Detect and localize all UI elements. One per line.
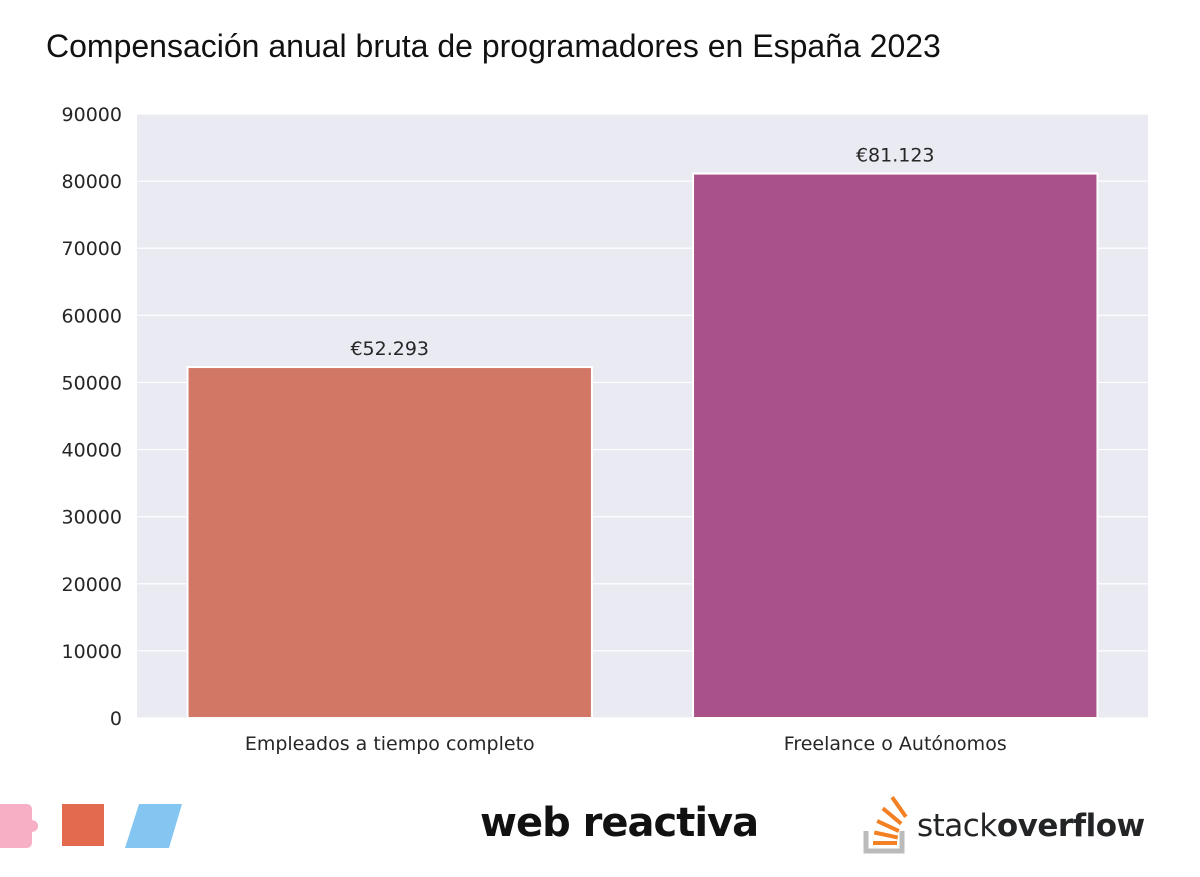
bar [186, 366, 593, 719]
bar [692, 172, 1099, 720]
chart-title: Compensación anual bruta de programadore… [46, 28, 941, 64]
x-tick-label: Freelance o Autónomos [784, 733, 1007, 755]
stackoverflow-logo-bold: overflow [996, 808, 1145, 844]
y-tick-label: 90000 [62, 104, 122, 126]
footer [0, 790, 1200, 860]
web-reactiva-logo: web reactiva [480, 800, 759, 846]
y-tick-label: 60000 [62, 305, 122, 327]
y-tick-label: 40000 [62, 440, 122, 462]
data-label: €81.123 [856, 145, 935, 167]
data-label: €52.293 [350, 338, 429, 360]
y-tick-label: 80000 [62, 171, 122, 193]
stackoverflow-logo: stackoverflow [917, 808, 1145, 844]
y-tick-label: 50000 [62, 372, 122, 394]
stackoverflow-logo-light: stack [917, 808, 997, 844]
y-tick-label: 30000 [62, 507, 122, 529]
coral-square-shape [62, 804, 104, 846]
pink-tag-shape [0, 804, 38, 848]
y-tick-label: 70000 [62, 238, 122, 260]
blue-parallelogram-shape [125, 804, 182, 848]
y-tick-label: 10000 [62, 641, 122, 663]
y-tick-label: 20000 [62, 574, 122, 596]
y-tick-label: 0 [110, 708, 122, 730]
x-tick-label: Empleados a tiempo completo [245, 733, 535, 755]
stackoverflow-icon [863, 796, 908, 854]
